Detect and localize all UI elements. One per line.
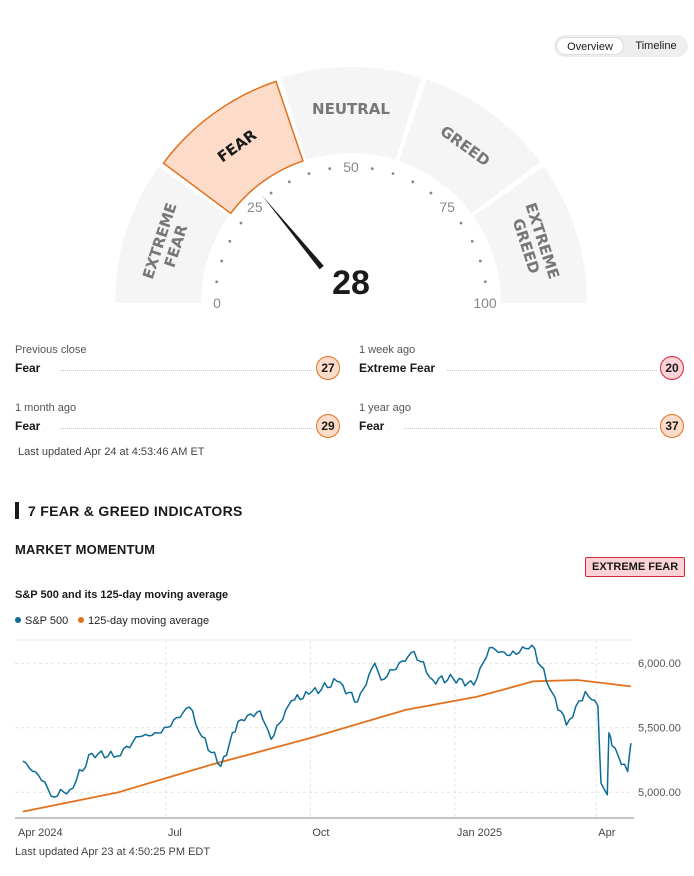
moving-average-line [22,679,632,813]
history-rating: Fear [359,419,385,433]
legend-label: S&P 500 [25,615,69,627]
score-badge: 29 [316,414,340,438]
score-badge: 37 [660,414,684,438]
scale-dot [478,259,482,263]
scale-dot [391,172,395,176]
scale-dot [228,239,232,243]
history-label: 1 year ago [359,402,411,414]
history-rating: Fear [15,419,41,433]
fear-greed-gauge: EXTREMEFEARFEARNEUTRALGREEDEXTREMEGREED … [115,67,587,320]
history-label: 1 month ago [15,402,77,414]
series-moving-average [22,679,632,813]
scale-dot [307,172,311,176]
legend-label: 125-day moving average [88,615,210,627]
scale-dot [429,191,433,195]
scale-label: 0 [213,295,221,311]
y-tick-label: 5,500.00 [638,723,681,735]
section-marker [15,502,19,519]
scale-dot [328,167,332,171]
tab-overview[interactable]: Overview [556,37,624,55]
segment-extreme-greed [473,166,587,303]
scale-dot [411,180,415,184]
score-badge: 20 [660,356,684,380]
indicators-heading: 7 FEAR & GREED INDICATORS [28,503,243,519]
history-label: 1 week ago [359,344,416,356]
scale-dot [470,239,474,243]
x-tick-label: Jan 2025 [457,827,502,839]
y-tick-label: 5,000.00 [638,787,681,799]
gauge-scale: 0 25 50 75 100 [213,159,497,311]
leader-dots [60,428,314,429]
index-last-updated: Last updated Apr 24 at 4:53:46 AM ET [18,446,205,458]
tab-timeline[interactable]: Timeline [635,40,677,52]
view-toggle: Overview Timeline [554,35,688,57]
segment-greed [399,79,541,214]
scale-label: 50 [343,159,359,175]
x-tick-label: Apr 2024 [18,827,63,839]
scale-label: 75 [439,199,455,215]
history-rating: Fear [15,361,41,375]
segment-extreme-fear [115,166,229,303]
scale-dot [239,221,243,225]
status-badge: EXTREME FEAR [585,557,686,577]
scale-dot [483,280,487,284]
leader-dots [447,370,657,371]
legend-item-moving-average[interactable]: 125-day moving average [78,615,209,627]
gauge-center [305,257,397,320]
scale-dot [215,280,219,284]
segment-neutral [280,67,422,160]
scale-dot [220,259,224,263]
leader-dots [60,370,314,371]
gauge-score: 28 [332,264,370,302]
chart-last-updated: Last updated Apr 23 at 4:50:25 PM EDT [15,846,211,858]
legend-swatch [78,617,84,623]
history-rating: Extreme Fear [359,361,436,375]
x-tick-label: Oct [312,827,329,839]
history-label: Previous close [15,344,87,356]
market-momentum-heading: MARKET MOMENTUM [15,542,156,557]
leader-dots [404,428,657,429]
x-tick-label: Jul [168,827,182,839]
legend-item-sp500[interactable]: S&P 500 [15,615,68,627]
segment-fear [162,80,304,215]
market-momentum-chart[interactable]: Apr 2024 Jul Oct Jan 2025 Apr 6,000.00 5,500.0… [0,630,694,840]
segment-label: NEUTRAL [312,100,390,118]
scale-label: 25 [247,199,263,215]
series-sp500 [22,644,632,798]
scale-dot [459,221,463,225]
score-badge: 27 [316,356,340,380]
scale-dot [370,167,374,171]
sp500-line [22,644,632,798]
chart-title: S&P 500 and its 125-day moving average [15,589,229,601]
y-tick-label: 6,000.00 [638,658,681,670]
scale-dot [269,191,273,195]
x-tick-label: Apr [598,827,615,839]
legend-swatch [15,617,21,623]
scale-dot [287,180,291,184]
scale-label: 100 [473,295,497,311]
chart-axes: Apr 2024 Jul Oct Jan 2025 Apr 6,000.00 5,500.0… [15,658,681,839]
